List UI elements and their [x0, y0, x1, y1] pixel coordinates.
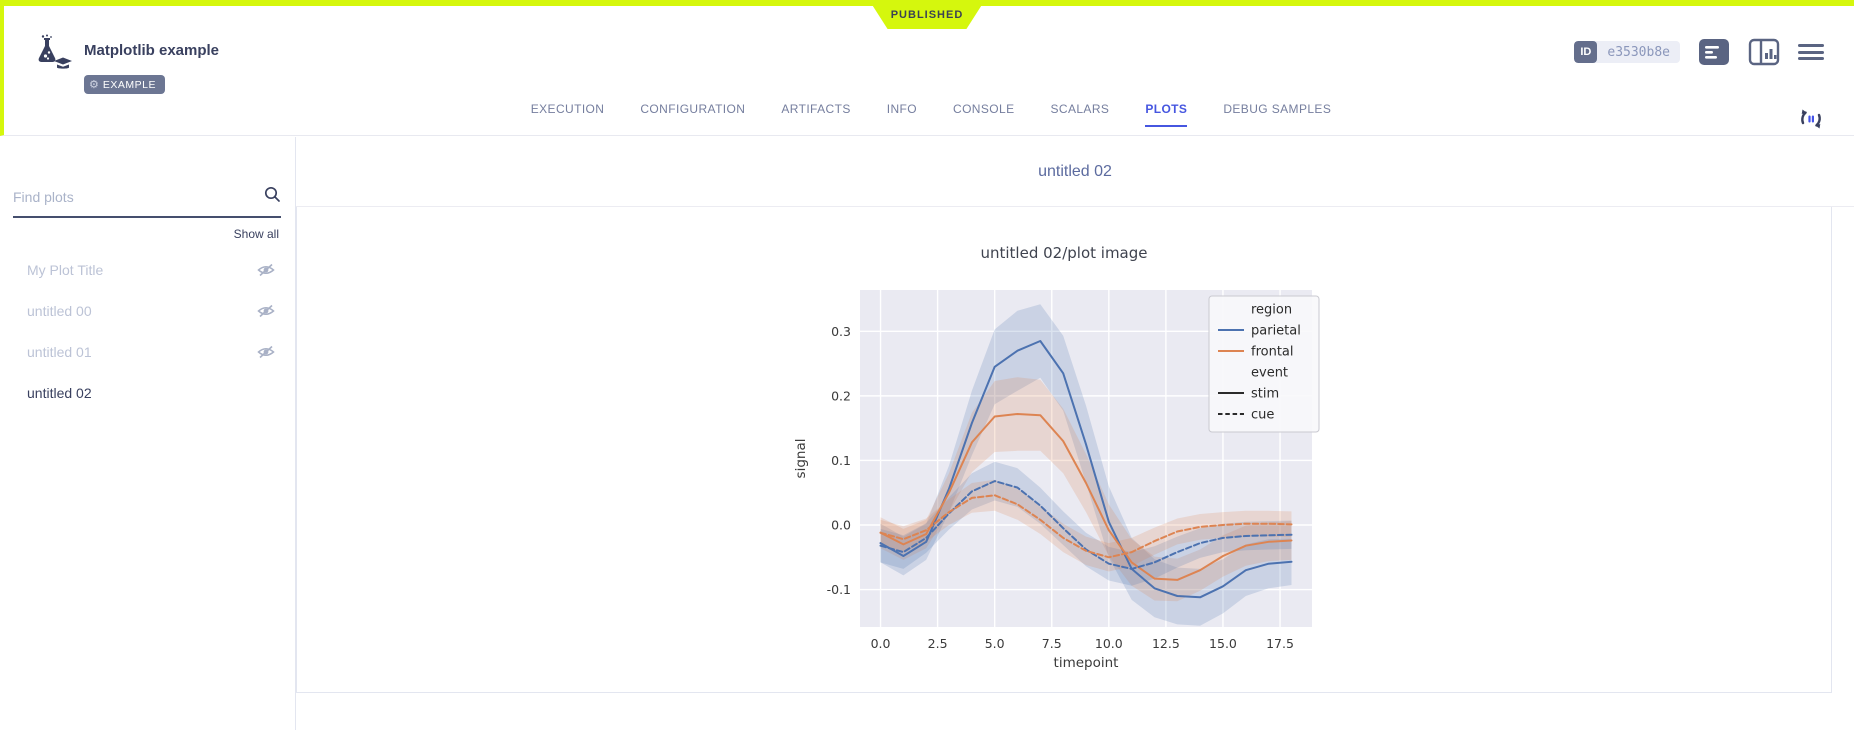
svg-text:10.0: 10.0 [1095, 636, 1123, 651]
eye-off-icon[interactable] [257, 345, 275, 359]
plot-card: untitled 02/plot image 0.0 2.5 5.0 7.5 10.0 1… [296, 207, 1832, 693]
experiment-header: Matplotlib example ⚙ EXAMPLE ID e3530b8e [0, 6, 1854, 136]
id-value: e3530b8e [1607, 44, 1670, 60]
search-icon [263, 185, 281, 208]
svg-text:15.0: 15.0 [1209, 636, 1237, 651]
svg-text:5.0: 5.0 [985, 636, 1005, 651]
plots-main-panel: untitled 02 untitled 02/plot image 0.0 2.… [296, 137, 1854, 730]
tab-plots[interactable]: PLOTS [1145, 102, 1188, 127]
svg-text:0.2: 0.2 [831, 388, 851, 403]
plot-list-item[interactable]: My Plot Title [0, 249, 295, 290]
svg-text:-0.1: -0.1 [827, 582, 851, 597]
svg-text:7.5: 7.5 [1042, 636, 1062, 651]
plot-list-item[interactable]: untitled 01 [0, 331, 295, 372]
plots-sidebar: Show all My Plot Title untitled 00 untit… [0, 137, 296, 730]
svg-text:0.0: 0.0 [871, 636, 891, 651]
experiment-id-badge[interactable]: ID e3530b8e [1574, 41, 1680, 63]
tab-execution[interactable]: EXECUTION [530, 102, 605, 116]
eye-off-icon[interactable] [257, 263, 275, 277]
published-status-ribbon: PUBLISHED [869, 0, 985, 29]
svg-text:event: event [1251, 366, 1288, 381]
svg-text:0.1: 0.1 [831, 453, 851, 468]
experiment-flask-icon [30, 34, 74, 79]
svg-text:17.5: 17.5 [1266, 636, 1294, 651]
plot-list-item[interactable]: untitled 00 [0, 290, 295, 331]
auto-refresh-icon[interactable] [1796, 104, 1826, 139]
fmri-line-chart[interactable]: 0.0 2.5 5.0 7.5 10.0 12.5 15.0 17.5 -0.1 0.0 0.1 0.… [784, 270, 1344, 680]
tab-scalars[interactable]: SCALARS [1050, 102, 1110, 116]
search-input[interactable] [13, 188, 263, 205]
svg-text:signal: signal [793, 439, 809, 479]
svg-text:0.0: 0.0 [831, 517, 851, 532]
example-tag-label: EXAMPLE [102, 78, 156, 91]
menu-icon[interactable] [1798, 44, 1824, 60]
svg-text:2.5: 2.5 [928, 636, 948, 651]
show-all-link[interactable]: Show all [233, 227, 279, 241]
plot-list-item-active[interactable]: untitled 02 [27, 384, 92, 401]
svg-text:12.5: 12.5 [1152, 636, 1180, 651]
svg-text:stim: stim [1251, 387, 1279, 402]
svg-text:0.3: 0.3 [831, 324, 851, 339]
tab-configuration[interactable]: CONFIGURATION [640, 102, 746, 116]
split-view-icon[interactable] [1748, 38, 1780, 66]
experiment-tabs: EXECUTION CONFIGURATION ARTIFACTS INFO C… [304, 102, 1558, 127]
tab-artifacts[interactable]: ARTIFACTS [781, 102, 851, 116]
svg-text:parietal: parietal [1251, 324, 1301, 339]
details-panel-icon[interactable] [1698, 38, 1730, 66]
svg-text:region: region [1251, 303, 1292, 318]
id-label: ID [1574, 41, 1598, 63]
svg-text:frontal: frontal [1251, 345, 1294, 360]
eye-off-icon[interactable] [257, 304, 275, 318]
tab-info[interactable]: INFO [886, 102, 917, 116]
plot-title: untitled 02/plot image [980, 244, 1148, 262]
tab-debug-samples[interactable]: DEBUG SAMPLES [1223, 102, 1332, 116]
svg-text:timepoint: timepoint [1054, 655, 1119, 671]
tab-console[interactable]: CONSOLE [953, 102, 1015, 116]
gear-icon: ⚙ [89, 78, 99, 91]
svg-text:cue: cue [1251, 408, 1274, 423]
metric-group-title: untitled 02 [296, 137, 1854, 207]
example-tag-chip: ⚙ EXAMPLE [84, 75, 165, 94]
experiment-title: Matplotlib example [84, 42, 220, 59]
